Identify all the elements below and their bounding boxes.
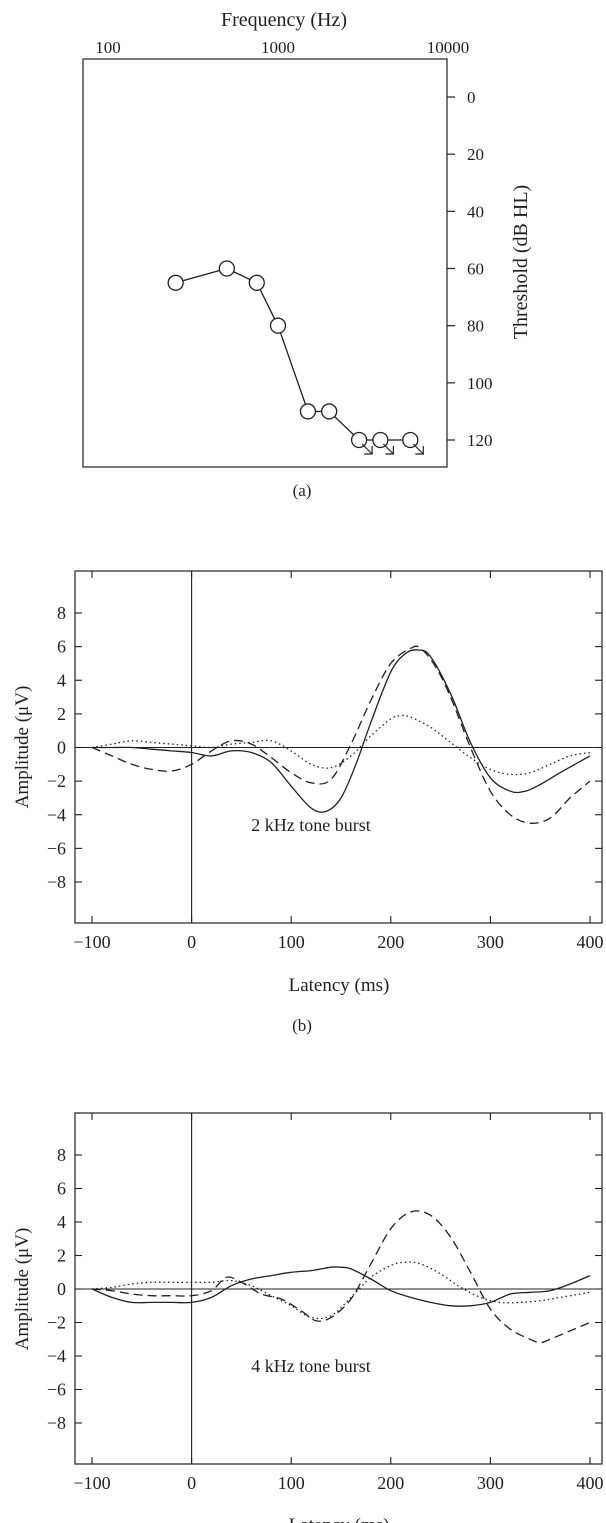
y-tick-label: −6 — [47, 1380, 66, 1400]
y-tick-label: 8 — [57, 1145, 66, 1165]
audiogram-y-tick-label: 120 — [467, 431, 493, 450]
no-response-arrow-icon — [382, 443, 394, 455]
audiogram-threshold-point — [402, 431, 419, 449]
y-tick-label: 2 — [57, 704, 66, 724]
audiogram-y-tick-label: 0 — [467, 88, 476, 107]
no-response-arrow-shaft — [361, 443, 373, 455]
y-tick-label: 6 — [57, 637, 66, 657]
waveform-4khz-series — [91, 1210, 591, 1344]
panel-b-caption: (b) — [292, 1016, 312, 1035]
waveform-4khz-axes: −100 0 100 200 300 400 8 6 4 2 0 −2 −4 −6 −8 — [47, 1113, 604, 1493]
audiogram-data — [167, 260, 424, 455]
y-tick-label: 2 — [57, 1246, 66, 1266]
y-tick-label: 8 — [57, 603, 66, 623]
audiogram-threshold-point — [350, 431, 368, 449]
y-tick-label: −2 — [47, 771, 66, 791]
waveform-panel-2khz: −100 0 100 200 300 400 8 6 4 2 0 −2 −4 −6 −8 2 kHz ton… — [12, 570, 604, 1035]
audiogram-x-ticks: 100 1000 10000 — [95, 38, 469, 57]
no-response-arrow-head — [364, 446, 373, 455]
no-response-arrow-shaft — [412, 443, 424, 455]
y-tick-label: 0 — [57, 738, 66, 758]
waveform-nlfc-line — [91, 1210, 591, 1344]
audiogram-threshold-point — [248, 274, 265, 291]
x-tick-label: 0 — [187, 932, 196, 952]
waveform-panel-4khz: −100 0 100 200 300 400 8 6 4 2 0 −2 −4 −6 −8 4 kHz ton… — [12, 1112, 604, 1523]
waveform-nh-15-18-yrs-line — [91, 1261, 591, 1320]
x-tick-label: 100 — [278, 1473, 305, 1493]
x-tick-label: 0 — [187, 1473, 196, 1493]
audiogram-x-axis-label: Frequency (Hz) — [221, 9, 347, 31]
waveform-nh-15-18-yrs-line — [91, 714, 591, 776]
waveform-nlfc-line — [91, 645, 591, 824]
audiogram-threshold-line — [175, 267, 411, 441]
no-response-arrow-icon — [412, 443, 424, 455]
x-tick-label: 100 — [278, 932, 305, 952]
audiogram-threshold-point — [372, 431, 389, 449]
waveform-2khz-series — [91, 645, 591, 824]
audiogram-x-tick-label: 1000 — [261, 38, 295, 57]
audiogram-y-tick-label: 20 — [467, 145, 484, 164]
waveform-2khz-y-axis-label: Amplitude (μV) — [12, 686, 33, 809]
audiogram-threshold-point — [269, 317, 287, 334]
y-tick-label: 6 — [57, 1179, 66, 1199]
no-response-arrow-icon — [361, 443, 373, 455]
audiogram-y-tick-label: 40 — [467, 202, 484, 221]
waveform-2khz-annotation: 2 kHz tone burst — [251, 815, 370, 835]
x-tick-label: 400 — [577, 932, 604, 952]
panel-a-caption: (a) — [293, 481, 312, 500]
audiogram-x-tick-label: 100 — [95, 38, 121, 57]
audiogram-threshold-point — [167, 274, 184, 291]
audiogram-threshold-point — [299, 403, 317, 420]
no-response-arrow-shaft — [382, 443, 394, 455]
audiogram-threshold-point — [218, 260, 235, 277]
waveform-4khz-x-axis-label: Latency (ms) — [289, 1515, 390, 1523]
y-tick-label: −2 — [47, 1313, 66, 1333]
x-tick-label: 300 — [477, 932, 504, 952]
waveform-no-nlfc-line — [92, 649, 591, 813]
waveform-2khz-axes: −100 0 100 200 300 400 8 6 4 2 0 −2 −4 −6 −8 — [47, 571, 604, 952]
x-tick-label: −100 — [73, 1473, 110, 1493]
y-tick-label: −6 — [47, 838, 66, 858]
audiogram-y-tick-label: 100 — [467, 374, 493, 393]
no-response-arrow-head — [415, 446, 424, 455]
audiogram-panel: Frequency (Hz) 100 1000 10000 0 20 40 60 80 100… — [82, 9, 532, 500]
waveform-no-nlfc-line — [91, 1266, 591, 1307]
x-tick-label: 300 — [477, 1473, 504, 1493]
audiogram-plot-frame — [82, 58, 448, 468]
y-tick-label: 0 — [57, 1279, 66, 1299]
y-tick-label: −8 — [47, 872, 66, 892]
y-tick-label: −8 — [47, 1413, 66, 1433]
audiogram-y-ticks: 0 20 40 60 80 100 120 — [447, 88, 493, 450]
y-tick-label: 4 — [57, 670, 66, 690]
audiogram-y-tick-label: 80 — [467, 317, 484, 336]
x-tick-label: −100 — [73, 932, 110, 952]
audiogram-threshold-point — [321, 403, 338, 420]
audiogram-y-tick-label: 60 — [467, 260, 484, 279]
x-tick-label: 200 — [377, 932, 404, 952]
audiogram-y-axis-label: Threshold (dB HL) — [510, 185, 532, 339]
x-tick-label: 200 — [377, 1473, 404, 1493]
y-tick-label: −4 — [47, 1346, 66, 1366]
waveform-4khz-y-axis-label: Amplitude (μV) — [12, 1228, 33, 1351]
waveform-2khz-x-axis-label: Latency (ms) — [289, 975, 390, 996]
y-tick-label: 4 — [57, 1212, 66, 1232]
no-response-arrow-head — [385, 446, 394, 455]
audiogram-x-tick-label: 10000 — [427, 38, 470, 57]
y-tick-label: −4 — [47, 805, 66, 825]
waveform-4khz-annotation: 4 kHz tone burst — [251, 1356, 370, 1376]
x-tick-label: 400 — [577, 1473, 604, 1493]
